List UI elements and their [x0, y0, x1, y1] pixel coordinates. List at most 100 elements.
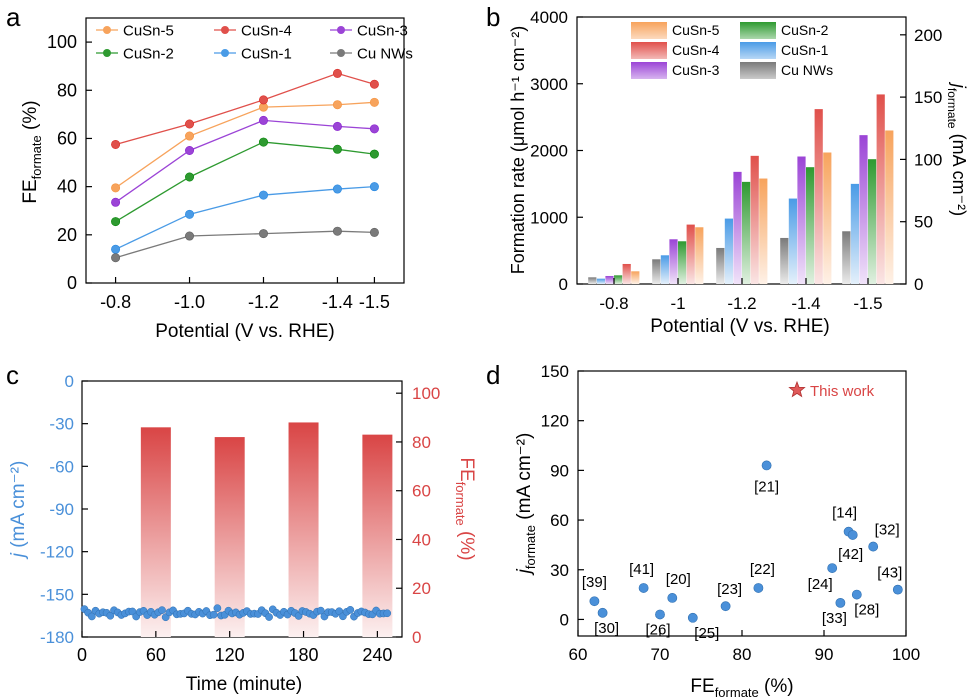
d-ytick-label: 0 [560, 610, 569, 629]
b-bar [780, 237, 789, 284]
b-bar [724, 218, 733, 284]
a-ytick-label: 40 [57, 177, 77, 197]
a-point [185, 119, 195, 129]
b-bar [614, 275, 623, 284]
star-icon [788, 380, 806, 398]
panel-d-legend: This work [788, 380, 875, 400]
a-legend-marker [337, 26, 345, 34]
c-fe-bar [362, 434, 393, 637]
c-current-point [346, 605, 355, 614]
b-bar [806, 167, 815, 284]
c-y2tick-label: 60 [412, 482, 431, 501]
d-point-label: [20] [666, 571, 691, 588]
panel-b-y2label: jformate (mA cm⁻²) [945, 81, 969, 216]
a-xtick-label: -0.8 [100, 292, 131, 312]
panel-letter-b: b [486, 2, 500, 32]
a-ytick-label: 0 [67, 273, 77, 293]
b-y2tick-label: 0 [914, 275, 923, 294]
panel-letter-d: d [486, 360, 500, 390]
a-point [332, 226, 342, 236]
c-xtick-label: 120 [215, 645, 245, 665]
a-legend-label: CuSn-5 [123, 23, 174, 40]
a-point [369, 149, 379, 159]
d-point [655, 609, 665, 620]
panel-a-xlabel: Potential (V vs. RHE) [155, 321, 335, 342]
a-ytick-label: 20 [57, 225, 77, 245]
panel-c-y2label: FEformate (%) [453, 457, 477, 560]
b-ytick-label: 3000 [530, 75, 568, 94]
d-point-label: [32] [875, 522, 900, 539]
b-legend-swatch [631, 42, 667, 59]
b-bar [797, 156, 806, 284]
a-legend-marker [221, 26, 229, 34]
b-bar [588, 277, 597, 284]
b-bar [742, 181, 751, 284]
d-point [753, 583, 764, 593]
d-point [868, 541, 879, 552]
a-point [258, 115, 268, 125]
a-legend-marker [221, 49, 229, 57]
b-legend-swatch [740, 62, 776, 79]
a-xtick-label: -1.5 [359, 292, 390, 312]
d-point-label: [14] [832, 505, 857, 522]
d-ytick-label: 120 [541, 412, 569, 431]
a-point [369, 79, 379, 89]
b-bar [686, 224, 695, 284]
d-xtick-label: 100 [892, 645, 920, 664]
d-ytick-label: 150 [541, 362, 569, 381]
b-ytick-label: 2000 [530, 142, 568, 161]
c-current-point [316, 606, 325, 615]
b-bar [733, 171, 742, 284]
panel-b-xlabel: Potential (V vs. RHE) [650, 316, 830, 337]
b-bar [596, 278, 605, 284]
panel-c-xlabel: Time (minute) [186, 674, 302, 695]
a-point [185, 146, 195, 156]
b-ytick-label: 1000 [530, 208, 568, 227]
b-bar [652, 259, 661, 284]
a-legend-marker [337, 49, 345, 57]
b-y2tick-label: 50 [914, 213, 933, 232]
c-y2tick-label: 20 [412, 579, 431, 598]
b-legend-label: Cu NWs [781, 62, 833, 78]
c-ytick-label: -120 [40, 543, 74, 562]
a-point [258, 190, 268, 200]
a-point [111, 253, 121, 263]
d-xtick-label: 60 [569, 645, 588, 664]
b-bar [814, 109, 823, 285]
panel-letter-c: c [6, 360, 19, 390]
d-point-label: [33] [822, 610, 847, 627]
d-point-label: [24] [808, 576, 833, 593]
c-ytick-label: -150 [40, 585, 74, 604]
a-series-line-CuSn-4 [115, 72, 375, 146]
d-point [847, 530, 858, 540]
a-legend-label: CuSn-3 [357, 23, 408, 40]
b-legend-label: CuSn-3 [672, 62, 720, 78]
d-point [892, 584, 903, 595]
b-xtick-label: -0.8 [599, 294, 628, 313]
panel-a-ylabel: FEformate (%) [20, 100, 44, 203]
d-point [638, 583, 649, 593]
b-bar [695, 227, 704, 284]
b-ytick-label: 4000 [530, 8, 568, 27]
d-ytick-label: 30 [550, 561, 569, 580]
a-legend-label: CuSn-4 [241, 23, 292, 40]
a-point [111, 183, 121, 193]
d-point-label: [21] [754, 478, 779, 495]
a-point [332, 121, 342, 131]
panel-d-legend-label: This work [810, 383, 875, 400]
b-legend-label: CuSn-1 [781, 42, 829, 58]
a-point [369, 124, 379, 134]
b-legend-swatch [740, 42, 776, 59]
c-current-point [87, 612, 96, 621]
a-xtick-label: -1.2 [248, 292, 279, 312]
panel-d-xlabel: FEformate (%) [690, 676, 793, 699]
a-series-line-CuSn-1 [115, 185, 375, 250]
c-current-point [209, 610, 218, 619]
c-xtick-label: 180 [289, 645, 319, 665]
b-bar [716, 247, 725, 284]
c-xtick-label: 0 [77, 645, 87, 665]
c-xtick-label: 240 [362, 645, 392, 665]
b-legend-label: CuSn-2 [781, 22, 829, 38]
a-point [332, 100, 342, 110]
